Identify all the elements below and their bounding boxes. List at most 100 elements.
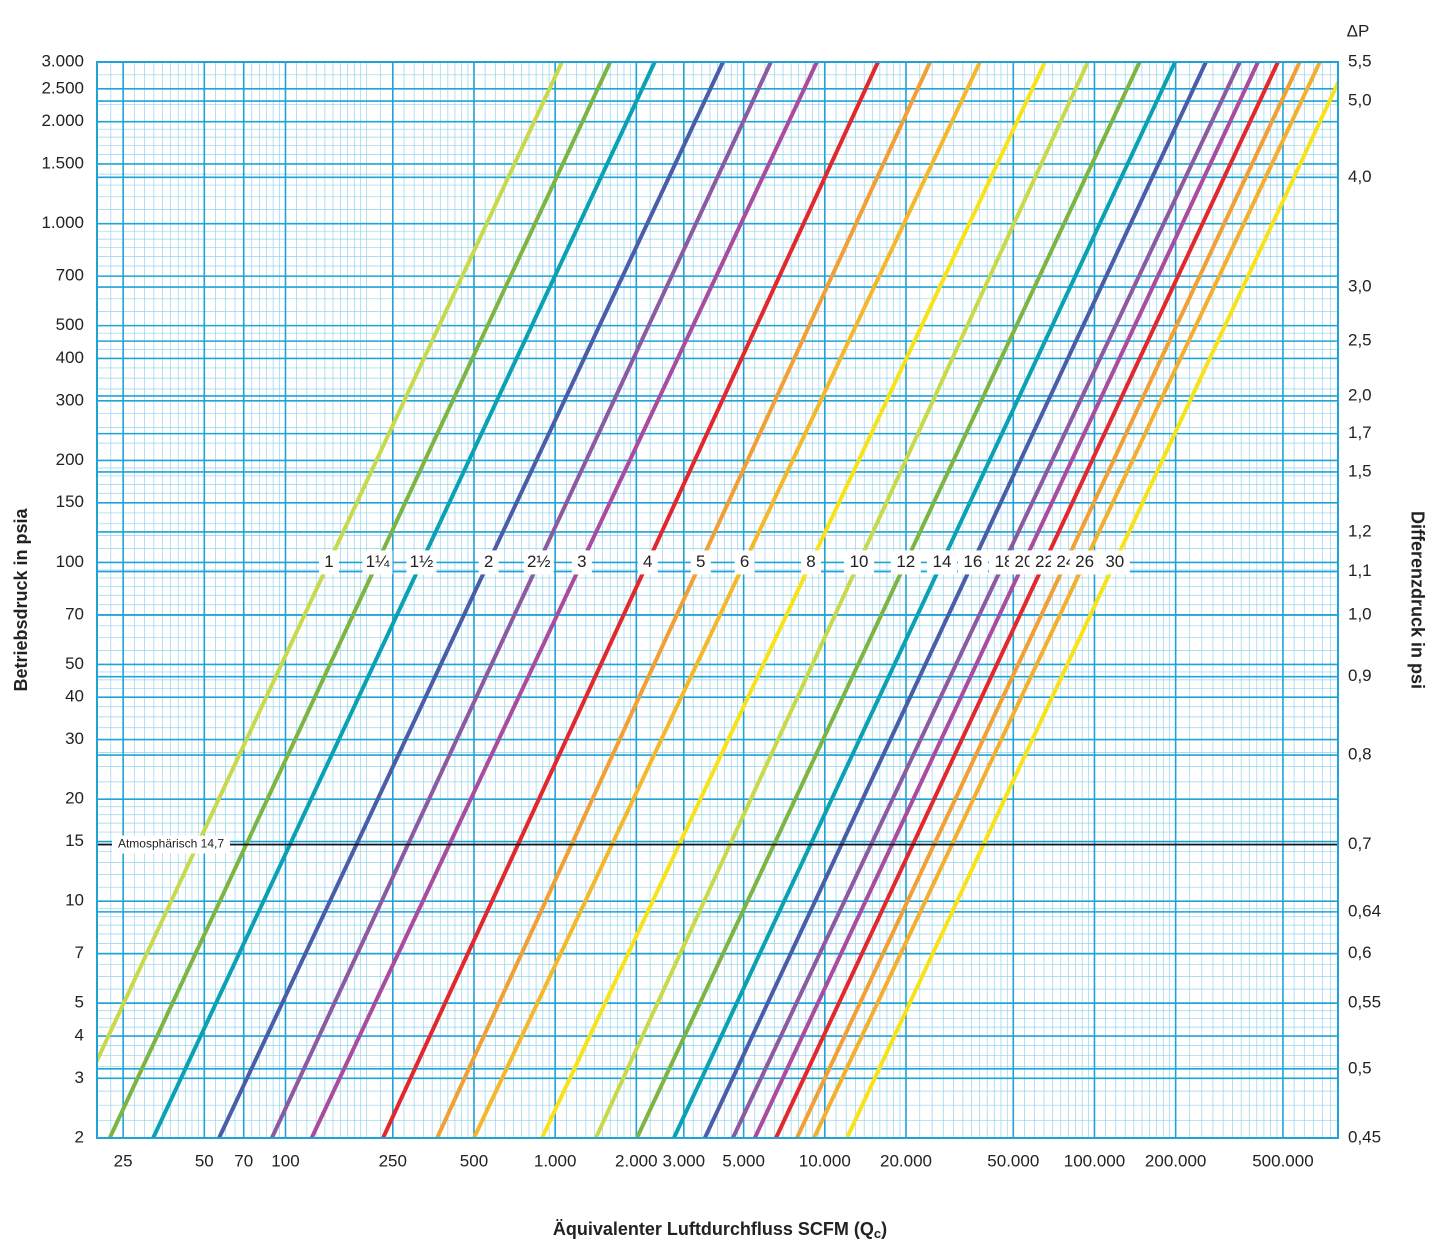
series-label-box [571, 550, 592, 575]
series-line [594, 62, 1090, 1138]
series-line [540, 62, 1047, 1138]
y-tick-label: 4 [75, 1026, 84, 1045]
y-axis-title: Betriebsdruck in psia [11, 507, 31, 691]
y-tick-label: 40 [65, 687, 84, 706]
series-label: 1 [324, 552, 333, 571]
y-tick-label: 50 [65, 654, 84, 673]
y-tick-label: 2 [75, 1127, 84, 1146]
plot-frame [96, 61, 1339, 1139]
x-tick-label: 5.000 [722, 1151, 765, 1170]
y2-tick-label: 0,64 [1348, 901, 1381, 920]
y-tick-label: 1.500 [41, 153, 84, 172]
x-axis-title-suffix: ) [881, 1219, 887, 1239]
y-tick-label: 2.500 [41, 78, 84, 97]
series-label: 16 [963, 552, 982, 571]
series-line [472, 62, 982, 1138]
y2-tick-label: 0,8 [1348, 745, 1372, 764]
series-label: 1½ [410, 552, 434, 571]
series-line [774, 62, 1280, 1138]
x-tick-label: 1.000 [534, 1151, 577, 1170]
y2-tick-label: 0,6 [1348, 943, 1372, 962]
x-tick-label: 70 [234, 1151, 253, 1170]
series-line [752, 62, 1260, 1138]
series-line [217, 62, 725, 1138]
series-label-box [926, 550, 957, 575]
x-tick-label: 100 [271, 1151, 299, 1170]
series-label-box [406, 550, 437, 575]
series-label-box [801, 550, 822, 575]
x-tick-label: 50.000 [987, 1151, 1039, 1170]
series-line [107, 62, 613, 1138]
series-label: 20 [1015, 552, 1034, 571]
x-tick-label: 500 [460, 1151, 488, 1170]
y2-tick-label: 0,55 [1348, 993, 1381, 1012]
y2-tick-label: 3,0 [1348, 277, 1372, 296]
series-label: 10 [850, 552, 869, 571]
x-tick-label: 3.000 [663, 1151, 706, 1170]
y2-tick-label: 1,5 [1348, 461, 1372, 480]
series-label-box [957, 550, 988, 575]
y2-axis-title: Differenzdruck in psi [1407, 511, 1427, 689]
y2-tick-label: 5,5 [1348, 51, 1372, 70]
series-line [635, 62, 1142, 1138]
labels: 25 50 70 100 250 500 1.000 2.000 3.000 5.000 10.00… [41, 51, 1381, 1170]
series-label: 8 [806, 552, 815, 571]
y2-tick-label: 1,2 [1348, 521, 1372, 540]
y-tick-label: 300 [56, 390, 84, 409]
series-line [731, 62, 1242, 1138]
series-label: 12 [896, 552, 915, 571]
series-lines [97, 62, 1338, 1138]
series-label: 30 [1105, 552, 1124, 571]
series-label-box [478, 550, 499, 575]
x-tick-label: 200.000 [1145, 1151, 1206, 1170]
series-label: 22 [1035, 552, 1054, 571]
y-tick-label: 30 [65, 729, 84, 748]
y-tick-label: 100 [56, 552, 84, 571]
series-label: 14 [933, 552, 952, 571]
series-label: 26 [1075, 552, 1094, 571]
x-tick-label: 10.000 [799, 1151, 851, 1170]
y2-tick-label: 5,0 [1348, 91, 1372, 110]
y2-tick-label: 1,1 [1348, 561, 1372, 580]
x-tick-label: 500.000 [1252, 1151, 1313, 1170]
y2-axis-symbol: ΔP [1347, 21, 1370, 40]
y2-tick-label: 0,7 [1348, 834, 1372, 853]
y-tick-label: 70 [65, 604, 84, 623]
x-tick-label: 20.000 [880, 1151, 932, 1170]
series-label: 3 [577, 552, 586, 571]
y2-tick-label: 0,9 [1348, 666, 1372, 685]
y2-tick-label: 2,5 [1348, 331, 1372, 350]
series-label-box [362, 550, 393, 575]
y2-tick-label: 2,0 [1348, 385, 1372, 404]
series-line [795, 62, 1302, 1138]
y-tick-label: 400 [56, 348, 84, 367]
y-tick-label: 2.000 [41, 111, 84, 130]
x-tick-label: 50 [195, 1151, 214, 1170]
series-line [703, 62, 1208, 1138]
series-label-box [890, 550, 921, 575]
series-label-box [1099, 550, 1130, 575]
series-line [97, 62, 564, 1066]
series-label: 6 [740, 552, 749, 571]
series-label: 5 [696, 552, 705, 571]
x-axis-title: Äquivalenter Luftdurchfluss SCFM (Qc) [553, 1219, 887, 1242]
series-label: 4 [643, 552, 652, 571]
x-tick-label: 2.000 [615, 1151, 658, 1170]
series-line [845, 78, 1338, 1138]
y2-tick-label: 0,5 [1348, 1058, 1372, 1077]
annotation-label: Atmosphärisch 14,7 [118, 837, 224, 851]
series-line [151, 62, 657, 1138]
x-tick-label: 250 [379, 1151, 407, 1170]
x-axis-title-text: Äquivalenter Luftdurchfluss SCFM (Q [553, 1219, 874, 1239]
y-tick-label: 3 [75, 1068, 84, 1087]
y2-tick-label: 1,0 [1348, 604, 1372, 623]
series-line [672, 62, 1177, 1138]
series-label: 2½ [527, 552, 551, 571]
series-label: 1¼ [366, 552, 390, 571]
series-label-box [523, 550, 554, 575]
x-tick-label: 25 [114, 1151, 133, 1170]
y-tick-label: 500 [56, 315, 84, 334]
y-tick-label: 15 [65, 831, 84, 850]
series-line [435, 62, 932, 1138]
